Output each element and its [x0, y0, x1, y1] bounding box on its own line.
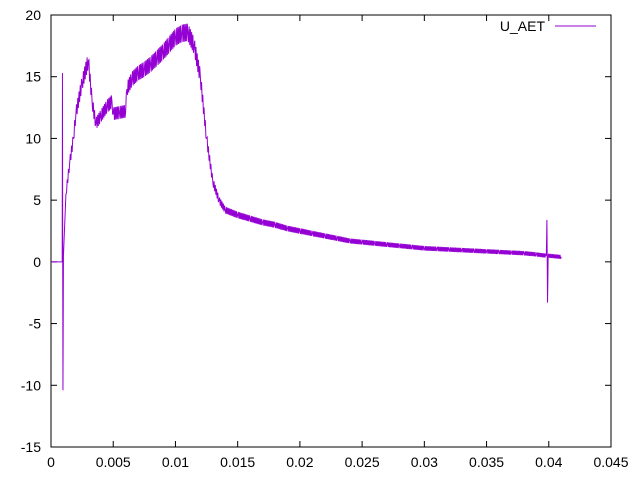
- y-tick-label: -10: [21, 377, 41, 393]
- x-tick-label: 0.005: [96, 454, 131, 470]
- x-tick-label: 0: [47, 454, 55, 470]
- x-axis: 0 0.005 0.01 0.015 0.02 0.025 0.03 0.035 0.04 0.0…: [47, 15, 629, 470]
- x-tick-label: 0.03: [411, 454, 438, 470]
- x-tick-label: 0.035: [469, 454, 504, 470]
- y-tick-label: 20: [25, 7, 41, 23]
- x-tick-label: 0.04: [535, 454, 562, 470]
- y-tick-label: 15: [25, 69, 41, 85]
- y-tick-label: -15: [21, 439, 41, 455]
- x-tick-label: 0.015: [220, 454, 255, 470]
- plot-frame: [50, 14, 612, 448]
- x-tick-label: 0.01: [162, 454, 189, 470]
- y-tick-label: 5: [33, 192, 41, 208]
- x-tick-label: 0.025: [345, 454, 380, 470]
- x-tick-label: 0.045: [593, 454, 628, 470]
- legend-label-u-aet: U_AET: [500, 18, 546, 34]
- series-line-u-aet: [51, 23, 562, 391]
- y-tick-label: -5: [29, 316, 42, 332]
- y-tick-label: 0: [33, 254, 41, 270]
- x-tick-label: 0.02: [286, 454, 313, 470]
- legend: U_AET: [500, 18, 596, 34]
- y-axis: -15 -10 -5 0 5 10 15 20: [21, 7, 611, 455]
- y-tick-label: 10: [25, 130, 41, 146]
